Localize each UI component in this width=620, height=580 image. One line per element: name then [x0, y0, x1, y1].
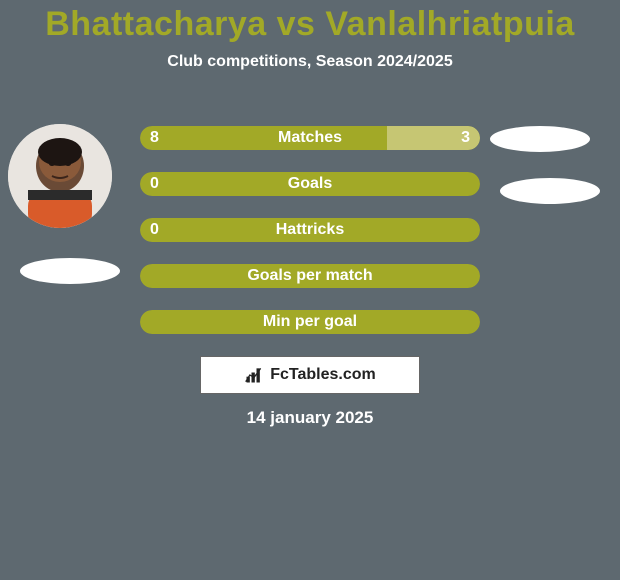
- stat-row-min-per-goal: Min per goal: [140, 310, 480, 334]
- stat-value-left: 8: [150, 126, 159, 150]
- date-text: 14 january 2025: [0, 408, 620, 428]
- stat-row-matches: Matches8 3: [140, 126, 480, 150]
- source-badge-text: FcTables.com: [270, 366, 376, 384]
- stat-label: Hattricks: [140, 218, 480, 242]
- player-right-flag-a: [490, 126, 590, 152]
- stat-label: Min per goal: [140, 310, 480, 334]
- bars-icon: [244, 365, 264, 385]
- stat-value-left: 0: [150, 218, 159, 242]
- page-title: Bhattacharya vs Vanlalhriatpuia: [0, 0, 620, 43]
- source-badge: FcTables.com: [200, 356, 420, 394]
- comparison-infographic: Bhattacharya vs Vanlalhriatpuia Club com…: [0, 0, 620, 580]
- player-left-flag: [20, 258, 120, 284]
- stat-row-goals: Goals0: [140, 172, 480, 196]
- stat-row-goals-per-match: Goals per match: [140, 264, 480, 288]
- player-left-avatar: [8, 124, 112, 228]
- stat-label: Goals: [140, 172, 480, 196]
- page-subtitle: Club competitions, Season 2024/2025: [0, 53, 620, 71]
- stat-bars: Matches83Goals0Hattricks0Goals per match…: [140, 126, 480, 356]
- stat-label: Matches: [140, 126, 480, 150]
- avatar-placeholder-icon: [8, 124, 112, 228]
- stat-value-right: 3: [461, 126, 470, 150]
- stat-row-hattricks: Hattricks0: [140, 218, 480, 242]
- stat-label: Goals per match: [140, 264, 480, 288]
- stat-value-left: 0: [150, 172, 159, 196]
- player-right-flag-b: [500, 178, 600, 204]
